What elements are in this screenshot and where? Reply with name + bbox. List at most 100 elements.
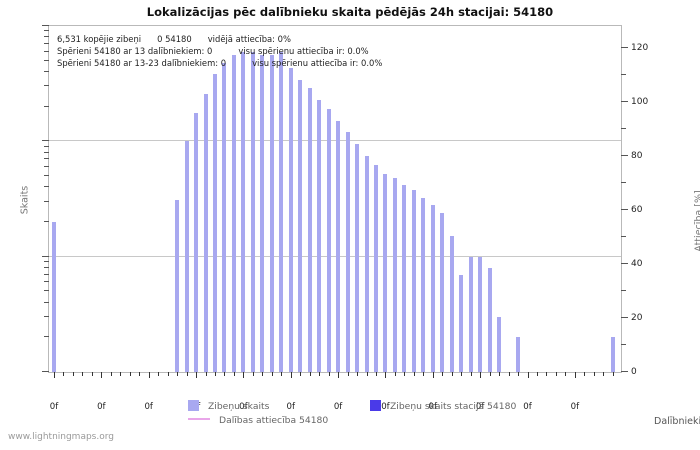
bar xyxy=(468,256,473,372)
annotation-line: Spērieni 54180 ar 13 dalībniekiem: 0 visu… xyxy=(57,46,369,56)
x-axis-tick xyxy=(262,372,264,376)
x-axis-tick xyxy=(328,372,330,376)
legend-item[interactable]: Zibeņu skaits xyxy=(188,400,269,412)
x-axis-tick xyxy=(574,372,576,378)
x-axis-tick xyxy=(385,372,387,378)
y-axis-minor-tick xyxy=(44,70,49,72)
x-axis-tick xyxy=(451,372,453,376)
x-axis-label: 0f xyxy=(144,402,153,412)
bar xyxy=(421,198,426,372)
y-axis-minor-tick xyxy=(44,42,49,44)
x-axis-title: Dalībnieki xyxy=(654,416,700,427)
legend-label: Zibeņu skaits stacijā 54180 xyxy=(390,401,517,412)
x-axis-tick xyxy=(82,372,84,376)
plot-area: 6,531 kopējie zibeņi 0 54180 vidējā attiec… xyxy=(20,25,700,427)
bar xyxy=(459,274,464,372)
y-axis-right-label: 100 xyxy=(631,96,649,107)
x-axis-tick xyxy=(413,372,415,376)
bar xyxy=(449,236,454,372)
y-axis-right-label: 0 xyxy=(631,367,637,377)
x-axis-label: 0f xyxy=(286,402,296,412)
x-axis-tick xyxy=(281,372,283,376)
y2-axis-tick xyxy=(621,100,628,102)
x-axis-label: 0f xyxy=(475,402,485,412)
y2-axis-tick xyxy=(621,181,626,183)
bar xyxy=(175,200,180,372)
x-axis-tick xyxy=(546,372,548,376)
x-axis-tick xyxy=(366,372,368,376)
annotation-text: Spērieni 54180 ar 13 dalībniekiem: 0 xyxy=(57,46,213,56)
bar xyxy=(392,178,397,372)
y2-axis-tick xyxy=(621,343,626,345)
y-axis-tick xyxy=(42,255,49,257)
x-axis-tick xyxy=(357,372,359,376)
page-title: Lokalizācijas pēc dalībnieku skaita pēdē… xyxy=(146,5,554,19)
legend: Zibeņu skaits Zibeņu skaits stacijā 54180… xyxy=(0,398,700,428)
x-axis-tick xyxy=(499,372,501,376)
bar xyxy=(269,55,274,372)
legend-item[interactable]: Dalības attiecība 54180 xyxy=(188,415,328,426)
y-axis-minor-tick xyxy=(44,315,49,317)
annotation-ratio: vidējā attiecība: 0% xyxy=(207,34,291,44)
x-axis-label: 0f xyxy=(49,402,59,412)
y2-axis-tick xyxy=(621,73,626,75)
x-axis-tick xyxy=(300,372,302,376)
legend-item[interactable]: Zibeņu skaits stacijā 54180 xyxy=(370,400,516,412)
y-axis-minor-tick xyxy=(44,281,49,283)
bar xyxy=(288,68,293,372)
bar xyxy=(430,205,435,372)
bar xyxy=(345,132,350,372)
legend-color-swatch xyxy=(188,400,199,411)
x-axis-tick xyxy=(214,372,216,376)
x-axis-tick xyxy=(148,372,150,378)
bar xyxy=(411,189,416,372)
y-axis-tick xyxy=(42,371,49,372)
bar xyxy=(440,212,445,372)
x-axis-tick xyxy=(423,372,425,376)
x-axis-tick xyxy=(177,372,179,376)
y-axis-minor-tick xyxy=(44,260,49,262)
y-axis-minor-tick xyxy=(44,105,49,107)
bar xyxy=(250,51,255,372)
y-axis-tick xyxy=(42,25,49,26)
bar xyxy=(260,55,265,372)
y-axis-minor-tick xyxy=(44,30,49,32)
y-axis-minor-tick xyxy=(44,175,49,177)
bar xyxy=(307,88,312,372)
x-axis-tick xyxy=(527,372,529,378)
gridline xyxy=(49,140,621,142)
y-axis-minor-tick xyxy=(44,59,49,61)
y-axis-right-label: 120 xyxy=(631,42,649,53)
x-axis-tick xyxy=(101,372,103,378)
x-axis-tick xyxy=(72,372,74,376)
bar xyxy=(52,221,56,372)
x-axis-label: 0f xyxy=(381,402,390,412)
bar xyxy=(231,55,236,372)
y-axis-right-label: 20 xyxy=(631,312,643,323)
y-axis-left-title: Skaits xyxy=(19,185,31,215)
x-axis-tick xyxy=(110,372,112,376)
y-axis-minor-tick xyxy=(44,151,49,153)
x-axis-tick xyxy=(565,372,567,376)
y2-axis-tick xyxy=(621,262,628,264)
annotation-text: Spērieni 54180 ar 13-23 dalībniekiem: 0 xyxy=(57,58,227,68)
y-axis-right-label: 40 xyxy=(631,258,643,269)
legend-line-swatch xyxy=(188,418,210,420)
y-axis-minor-tick xyxy=(44,145,49,147)
bar xyxy=(184,141,189,372)
legend-label: Dalības attiecība 54180 xyxy=(219,415,329,426)
x-axis-label: 0f xyxy=(239,402,248,412)
x-axis-tick xyxy=(394,372,396,376)
bar xyxy=(373,165,378,372)
y-axis-minor-tick xyxy=(44,301,49,303)
x-axis-tick xyxy=(91,372,93,376)
x-axis-tick xyxy=(205,372,207,376)
bar xyxy=(383,174,388,372)
legend-color-swatch xyxy=(370,400,381,411)
y2-axis-tick xyxy=(621,208,628,210)
bar xyxy=(241,51,246,372)
annotation-value: 0 54180 xyxy=(157,34,192,44)
x-axis-tick xyxy=(243,372,245,378)
x-axis-tick xyxy=(404,372,406,376)
